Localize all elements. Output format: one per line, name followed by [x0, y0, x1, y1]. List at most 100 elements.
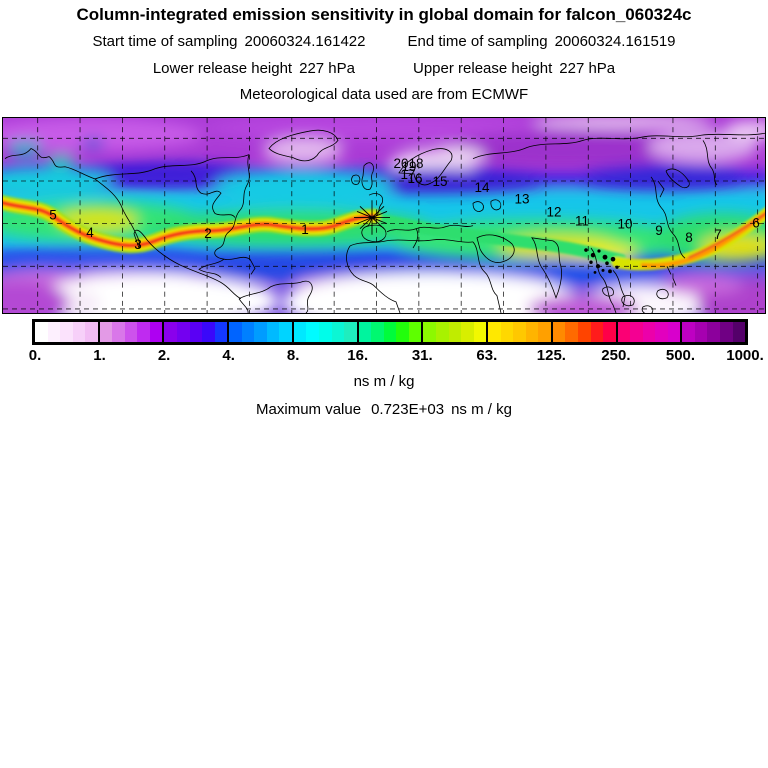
world-map-panel: 1 2 3 4 5 6 7 8 9 10 11 12 13 14 15 16 17 18 19 20	[2, 117, 766, 314]
colorbar-ticks: 0. 1. 2. 4. 8. 16. 31. 63. 125. 250. 500. 1000.	[0, 347, 768, 367]
colorbar-shade	[358, 322, 372, 342]
colorbar-tick-label: 0.	[28, 347, 42, 364]
colorbar-shade	[655, 322, 668, 342]
colorbar-tick-label: 500.	[665, 347, 696, 364]
colorbar-shade	[344, 322, 357, 342]
colorbar-segment	[99, 322, 165, 342]
trajectory-hour-label: 6	[752, 216, 760, 231]
colorbar-segment	[423, 322, 489, 342]
colorbar-shade	[293, 322, 307, 342]
colorbar-shade	[642, 322, 656, 342]
page-title: Column-integrated emission sensitivity i…	[76, 5, 692, 24]
colorbar-shade	[149, 322, 163, 342]
coastlines	[4, 129, 765, 313]
trajectory-hour-label: 13	[514, 191, 529, 206]
release-heights-line: Lower release height 227 hPa Upper release…	[0, 60, 768, 77]
lower-height-value: 227 hPa	[299, 60, 355, 77]
colorbar-segment	[229, 322, 294, 342]
colorbar-shade	[682, 322, 695, 342]
colorbar-tick-label: 16.	[347, 347, 369, 364]
trajectory-hour-label: 3	[134, 237, 142, 252]
colorbar-shade	[719, 322, 733, 342]
release-point-marker	[354, 200, 390, 235]
colorbar-shade	[47, 322, 61, 342]
colorbar-shade	[694, 322, 708, 342]
colorbar-segment	[35, 322, 100, 342]
colorbar-shade	[617, 322, 631, 342]
trajectory-hour-label: 11	[575, 214, 589, 229]
end-time-label: End time of sampling	[407, 33, 548, 50]
colorbar-shade	[72, 322, 86, 342]
colorbar-shade	[513, 322, 526, 342]
start-time-label: Start time of sampling	[92, 33, 238, 50]
colorbar-shade	[177, 322, 190, 342]
trajectory-hour-label: 17	[400, 167, 415, 182]
trajectory-hour-label: 9	[655, 223, 663, 238]
colorbar-segment	[552, 322, 618, 342]
colorbar-tick-label: 125.	[536, 347, 566, 364]
colorbar-shade	[707, 322, 720, 342]
colorbar-shade	[577, 322, 591, 342]
trajectory-hour-label: 16	[407, 171, 422, 186]
colorbar-segment	[488, 322, 553, 342]
colorbar-shade	[279, 322, 292, 342]
colorbar-tick-label: 31.	[411, 347, 433, 364]
colorbar-segment	[617, 322, 683, 342]
upper-height-value: 227 hPa	[559, 60, 616, 77]
maximum-value-label: Maximum value	[256, 401, 362, 418]
colorbar-shade	[448, 322, 462, 342]
colorbar-shade	[85, 322, 98, 342]
colorbar-shade	[306, 322, 320, 342]
sampling-times-line: Start time of sampling 20060324.161422 End…	[0, 33, 768, 50]
colorbar-shade	[35, 322, 48, 342]
trajectory-hour-label: 19	[401, 159, 416, 174]
terrain-speckles	[584, 248, 619, 274]
colorbar-shade	[732, 322, 746, 342]
maximum-value-line: Maximum value 0.723E+03 ns m / kg	[0, 401, 768, 418]
colorbar-shade	[229, 322, 242, 342]
met-data-line: Meteorological data used are from ECMWF	[239, 86, 529, 103]
colorbar-tick-label: 2.	[157, 347, 171, 364]
graticule-grid	[3, 118, 765, 313]
colorbar-shade	[241, 322, 255, 342]
colorbar-units-label: ns m / kg	[353, 373, 415, 390]
lower-height-label: Lower release height	[152, 60, 293, 77]
colorbar-tick-label: 1.	[93, 347, 106, 364]
colorbar-shade	[319, 322, 332, 342]
colorbar-shade	[435, 322, 449, 342]
end-time-value: 20060324.161519	[554, 33, 676, 50]
colorbar-shade	[667, 322, 681, 342]
trajectory-hour-label: 7	[714, 227, 722, 242]
colorbar-shade	[408, 322, 422, 342]
colorbar-shade	[423, 322, 436, 342]
start-time-value: 20060324.161422	[244, 33, 366, 50]
colorbar-shade	[473, 322, 487, 342]
colorbar-shade	[266, 322, 280, 342]
colorbar-shade	[488, 322, 501, 342]
trajectory-hour-label: 2	[204, 226, 212, 241]
colorbar-shade	[137, 322, 150, 342]
colorbar-shade	[552, 322, 566, 342]
colorbar-tick-label: 4.	[222, 347, 235, 364]
colorbar-tick-label: 1000.	[726, 347, 764, 364]
colorbar-shade	[254, 322, 267, 342]
colorbar-shade	[525, 322, 539, 342]
colorbar-shade	[590, 322, 604, 342]
colorbar-tick-label: 8.	[286, 347, 300, 364]
colorbar-segment	[358, 322, 424, 342]
colorbar-shade	[383, 322, 397, 342]
trajectory-hour-label: 8	[685, 230, 693, 245]
colorbar-shade	[331, 322, 345, 342]
colorbar-shade	[371, 322, 384, 342]
trajectory-hour-label: 4	[86, 225, 94, 240]
trajectory-hour-label: 5	[49, 207, 57, 222]
colorbar-shade	[189, 322, 203, 342]
upper-height-label: Upper release height	[413, 60, 553, 77]
colorbar-shade	[500, 322, 514, 342]
colorbar-tick-label: 63.	[476, 347, 498, 364]
colorbar-shade	[99, 322, 113, 342]
colorbar-shade	[461, 322, 474, 342]
colorbar-shade	[60, 322, 73, 342]
